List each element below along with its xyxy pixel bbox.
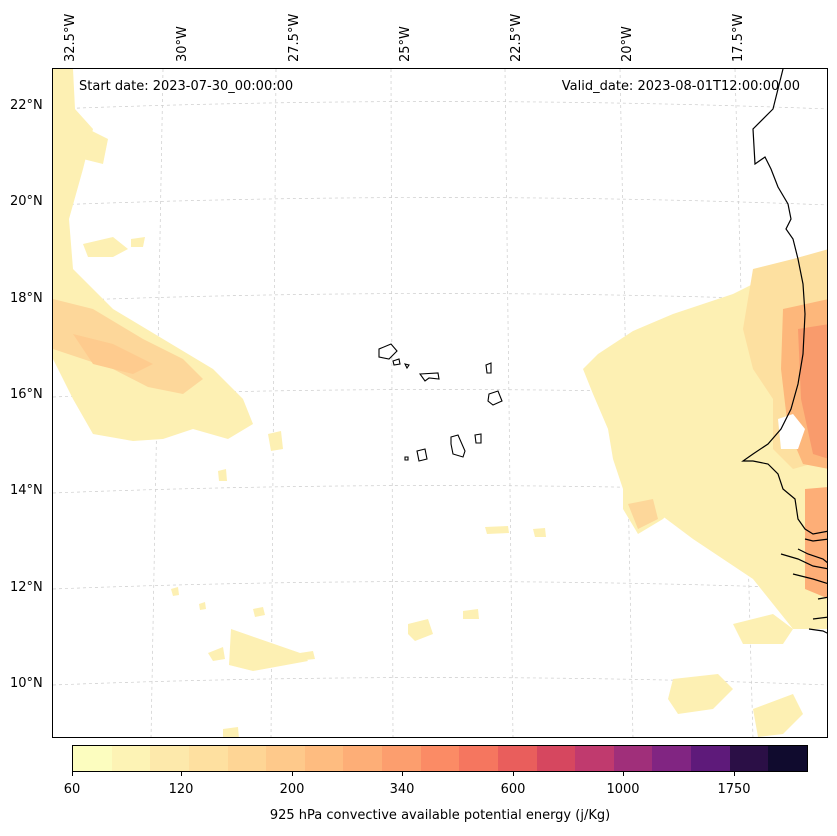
lon-label-25w: 25°W bbox=[398, 26, 413, 62]
cape-west-core-2 bbox=[73, 334, 153, 374]
lon-label-20w: 20°W bbox=[620, 26, 635, 62]
lon-label-17-5w: 17.5°W bbox=[731, 13, 746, 62]
island-sao-vicente bbox=[392, 358, 401, 366]
colorbar-swatch-7 bbox=[343, 746, 382, 771]
cape-west-blob-5 bbox=[218, 469, 227, 481]
island-brava bbox=[404, 456, 409, 461]
island-sal bbox=[485, 362, 492, 374]
gridline-lon-20w bbox=[619, 69, 634, 737]
gridline-lat-18n bbox=[53, 293, 827, 302]
cape-mid-blobs bbox=[408, 526, 546, 641]
gridline-lat-20n bbox=[53, 197, 827, 206]
colorbar-swatch-11 bbox=[497, 746, 537, 771]
valid-date-label: Valid_date: 2023-08-01T12:00:00.00 bbox=[561, 79, 800, 94]
cb-tick-1750: 1750 bbox=[717, 782, 751, 797]
cape-east-blob-s bbox=[668, 674, 803, 737]
cb-tickmark-1000 bbox=[623, 772, 624, 776]
cb-tickmark-340 bbox=[402, 772, 403, 776]
gridline-lon-22-5w bbox=[504, 69, 514, 737]
cb-tick-340: 340 bbox=[389, 782, 415, 797]
colorbar-swatch-6 bbox=[304, 746, 344, 771]
cape-west-blob-2 bbox=[83, 129, 108, 164]
map-panel[interactable]: Start date: 2023-07-30_00:00:00 Valid_da… bbox=[52, 68, 828, 738]
cb-tickmark-60 bbox=[72, 772, 73, 776]
cape-sw-blobs bbox=[208, 607, 315, 671]
island-boa-vista bbox=[487, 390, 503, 406]
colorbar-swatch-12 bbox=[536, 746, 576, 771]
island-sao-nicolau bbox=[418, 372, 440, 382]
colorbar-swatch-8 bbox=[382, 746, 421, 771]
cape-west-blob-1 bbox=[83, 237, 128, 257]
cb-tick-200: 200 bbox=[279, 782, 305, 797]
cape-east-blob-center bbox=[628, 499, 658, 529]
lat-label-20n: 20°N bbox=[10, 194, 43, 209]
cb-tickmark-600 bbox=[513, 772, 514, 776]
cape-east-hot bbox=[798, 324, 827, 459]
lon-label-30w: 30°W bbox=[175, 26, 190, 62]
lon-label-22-5w: 22.5°W bbox=[509, 13, 524, 62]
island-maio bbox=[474, 433, 482, 444]
cape-verde-islands bbox=[378, 343, 503, 462]
cb-tickmark-120 bbox=[181, 772, 182, 776]
cb-tick-60: 60 bbox=[63, 782, 81, 797]
gridline-lat-22n bbox=[53, 101, 827, 110]
cape-east-blob-sw bbox=[733, 614, 793, 644]
colorbar-swatch-0 bbox=[73, 746, 112, 771]
cape-west-core bbox=[53, 299, 203, 394]
lon-label-32-5w: 32.5°W bbox=[63, 13, 78, 62]
gridline-lat-14n bbox=[53, 485, 827, 494]
cb-tickmark-200 bbox=[292, 772, 293, 776]
colorbar-label: 925 hPa convective available potential e… bbox=[269, 808, 611, 823]
gridline-lon-30w bbox=[150, 69, 164, 737]
cb-tick-120: 120 bbox=[168, 782, 194, 797]
island-santa-luzia bbox=[403, 363, 410, 370]
cb-tick-1000: 1000 bbox=[606, 782, 640, 797]
coastline-africa bbox=[741, 69, 827, 634]
lon-label-27-5w: 27.5°W bbox=[287, 13, 302, 62]
colorbar-swatch-16 bbox=[691, 746, 730, 771]
colorbar-swatch-13 bbox=[575, 746, 614, 771]
cape-west-blob-3 bbox=[131, 237, 145, 247]
cape-east-coast-strip bbox=[805, 487, 827, 599]
colorbar-swatch-9 bbox=[420, 746, 460, 771]
coastlines bbox=[741, 69, 827, 634]
colorbar-swatch-5 bbox=[266, 746, 305, 771]
colorbar-swatch-10 bbox=[459, 746, 498, 771]
colorbar-swatch-18 bbox=[768, 746, 807, 771]
lat-label-22n: 22°N bbox=[10, 98, 43, 113]
gridline-lat-12n bbox=[53, 581, 827, 590]
island-fogo bbox=[416, 448, 428, 462]
gridline-lon-27-5w bbox=[270, 69, 277, 737]
colorbar-swatch-2 bbox=[150, 746, 189, 771]
cape-field bbox=[53, 69, 827, 737]
cb-tickmark-1750 bbox=[734, 772, 735, 776]
lat-label-10n: 10°N bbox=[10, 676, 43, 691]
island-santiago bbox=[450, 434, 466, 458]
start-date-label: Start date: 2023-07-30_00:00:00 bbox=[79, 79, 294, 94]
colorbar-swatch-15 bbox=[652, 746, 691, 771]
colorbar-swatch-3 bbox=[188, 746, 228, 771]
colorbar-swatch-17 bbox=[729, 746, 769, 771]
colorbar bbox=[72, 745, 808, 772]
colorbar-swatch-14 bbox=[613, 746, 653, 771]
gridline-lat-10n bbox=[53, 677, 827, 686]
lat-label-14n: 14°N bbox=[10, 483, 43, 498]
island-santo-antao bbox=[378, 343, 398, 360]
map-canvas bbox=[53, 69, 827, 737]
cape-west-blob-4 bbox=[268, 431, 283, 451]
colorbar-swatch-1 bbox=[111, 746, 151, 771]
colorbar-swatch-4 bbox=[227, 746, 267, 771]
lat-label-12n: 12°N bbox=[10, 580, 43, 595]
gridline-lon-25w bbox=[390, 69, 394, 737]
cape-sw-blob-2 bbox=[171, 587, 239, 737]
cb-tick-600: 600 bbox=[500, 782, 526, 797]
lat-label-18n: 18°N bbox=[10, 291, 43, 306]
lat-label-16n: 16°N bbox=[10, 387, 43, 402]
